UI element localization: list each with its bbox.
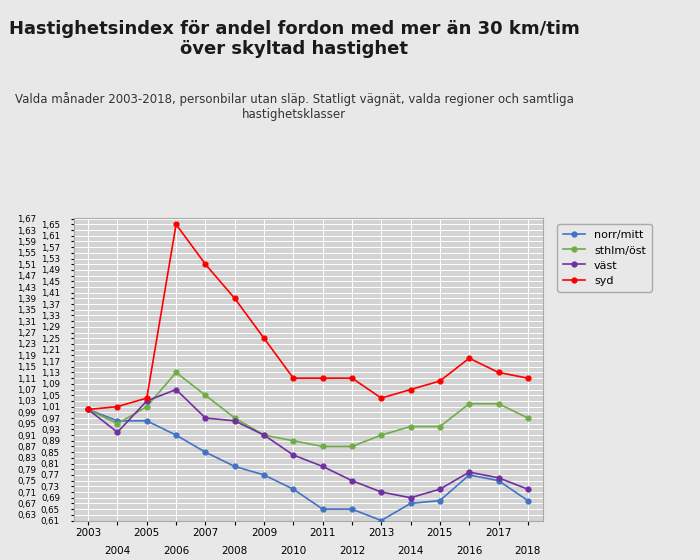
syd — [230, 295, 239, 302]
väst — [260, 432, 268, 438]
sthlm/öst — [172, 369, 181, 376]
sthlm/öst — [113, 421, 122, 427]
sthlm/öst — [435, 423, 444, 430]
väst — [377, 489, 386, 496]
väst — [348, 477, 356, 484]
norr/mitt — [377, 517, 386, 524]
Text: Valda månader 2003-2018, personbilar utan släp. Statligt vägnät, valda regioner : Valda månader 2003-2018, personbilar uta… — [15, 92, 573, 122]
syd — [113, 403, 122, 410]
sthlm/öst — [407, 423, 415, 430]
sthlm/öst — [260, 432, 268, 438]
syd — [407, 386, 415, 393]
syd — [143, 395, 151, 402]
väst — [318, 463, 327, 470]
väst — [289, 452, 298, 459]
väst — [143, 398, 151, 404]
sthlm/öst — [143, 403, 151, 410]
norr/mitt — [465, 472, 473, 478]
sthlm/öst — [84, 406, 92, 413]
väst — [230, 418, 239, 424]
syd — [201, 261, 209, 268]
sthlm/öst — [348, 443, 356, 450]
norr/mitt — [113, 418, 122, 424]
syd — [524, 375, 532, 381]
Legend: norr/mitt, sthlm/öst, väst, syd: norr/mitt, sthlm/öst, väst, syd — [557, 224, 652, 292]
sthlm/öst — [318, 443, 327, 450]
norr/mitt — [260, 472, 268, 478]
syd — [435, 377, 444, 384]
syd — [172, 221, 181, 228]
sthlm/öst — [494, 400, 503, 407]
Line: väst: väst — [85, 387, 531, 500]
syd — [348, 375, 356, 381]
syd — [318, 375, 327, 381]
Line: norr/mitt: norr/mitt — [85, 407, 531, 523]
syd — [289, 375, 298, 381]
sthlm/öst — [230, 414, 239, 421]
väst — [435, 486, 444, 493]
norr/mitt — [435, 497, 444, 504]
sthlm/öst — [201, 392, 209, 399]
norr/mitt — [84, 406, 92, 413]
norr/mitt — [524, 497, 532, 504]
väst — [494, 474, 503, 481]
norr/mitt — [494, 477, 503, 484]
Text: Hastighetsindex för andel fordon med mer än 30 km/tim
över skyltad hastighet: Hastighetsindex för andel fordon med mer… — [8, 20, 580, 58]
syd — [84, 406, 92, 413]
sthlm/öst — [524, 414, 532, 421]
norr/mitt — [289, 486, 298, 493]
syd — [260, 335, 268, 342]
sthlm/öst — [289, 437, 298, 444]
syd — [377, 395, 386, 402]
Line: sthlm/öst: sthlm/öst — [85, 370, 531, 449]
sthlm/öst — [465, 400, 473, 407]
syd — [465, 355, 473, 362]
norr/mitt — [407, 500, 415, 507]
väst — [465, 469, 473, 475]
väst — [172, 386, 181, 393]
väst — [84, 406, 92, 413]
sthlm/öst — [377, 432, 386, 438]
norr/mitt — [348, 506, 356, 512]
väst — [407, 494, 415, 501]
norr/mitt — [172, 432, 181, 438]
Line: syd: syd — [85, 222, 531, 412]
norr/mitt — [201, 449, 209, 455]
norr/mitt — [230, 463, 239, 470]
syd — [494, 369, 503, 376]
väst — [201, 414, 209, 421]
väst — [113, 429, 122, 436]
norr/mitt — [143, 418, 151, 424]
väst — [524, 486, 532, 493]
norr/mitt — [318, 506, 327, 512]
